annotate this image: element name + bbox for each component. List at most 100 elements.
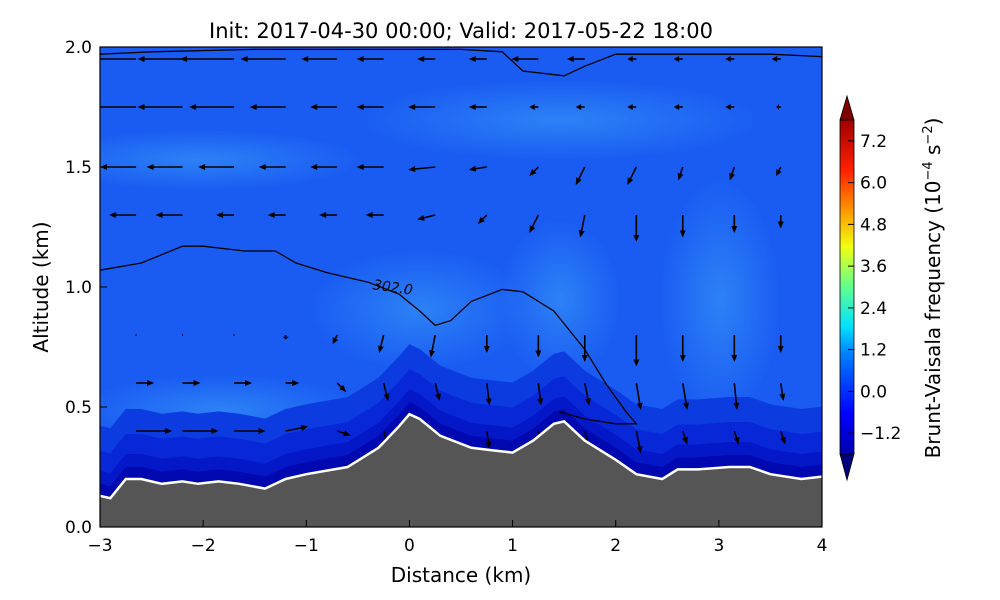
vector-shaft xyxy=(482,214,488,220)
wind-vector xyxy=(575,166,586,185)
vector-head xyxy=(408,104,416,110)
vector-shaft xyxy=(485,382,490,399)
colorbar-label-exponent: −2 xyxy=(921,125,936,144)
vector-head xyxy=(485,398,492,406)
y-axis-label: Altitude (km) xyxy=(29,221,53,352)
vector-shaft xyxy=(334,334,338,339)
colorbar-tick-label: 3.6 xyxy=(860,257,887,277)
wind-vector xyxy=(583,382,591,406)
vector-shaft xyxy=(681,430,686,439)
wind-vector xyxy=(417,214,436,221)
wind-vector xyxy=(777,335,784,353)
vector-head xyxy=(245,380,253,386)
wind-vector xyxy=(537,382,544,406)
vector-head xyxy=(627,177,634,185)
wind-vector xyxy=(408,166,436,172)
wind-vector xyxy=(731,335,738,362)
vector-shaft xyxy=(629,166,638,180)
wind-vector xyxy=(468,104,487,110)
vector-head xyxy=(300,424,309,431)
y-tick-label: 0.0 xyxy=(65,518,92,538)
wind-vector xyxy=(382,382,390,401)
vector-dot xyxy=(181,334,184,336)
wind-vector xyxy=(336,430,351,437)
wind-vector xyxy=(319,212,338,218)
wind-vector xyxy=(146,164,183,170)
vector-head xyxy=(240,56,248,62)
wind-vector xyxy=(681,382,690,410)
x-tick-label: 0 xyxy=(404,536,415,556)
wind-vector xyxy=(677,166,684,181)
vector-head xyxy=(581,355,588,362)
vector-shaft xyxy=(382,382,388,395)
wind-vector xyxy=(285,424,309,432)
wind-vector xyxy=(198,164,235,170)
vector-dot xyxy=(233,334,235,336)
vector-shaft xyxy=(679,166,684,175)
colorbar-label-text: ) xyxy=(921,118,945,126)
wind-vector xyxy=(729,166,736,181)
vector-head xyxy=(282,336,289,340)
vector-head xyxy=(356,56,364,62)
vector-head xyxy=(636,446,643,454)
vector-shaft xyxy=(285,427,302,432)
wind-vector xyxy=(109,212,137,218)
vector-head xyxy=(725,56,731,62)
vector-head xyxy=(292,380,300,386)
vector-head xyxy=(776,169,782,176)
contour-line xyxy=(100,245,638,425)
wind-vector xyxy=(155,212,183,218)
colorbar-label-text: s xyxy=(921,145,945,162)
wind-vector xyxy=(282,335,289,340)
vector-head xyxy=(633,235,640,242)
vector-head xyxy=(165,428,173,434)
wind-vector xyxy=(733,430,740,445)
wind-vector xyxy=(673,104,683,110)
vector-head xyxy=(146,164,154,170)
vector-shaft xyxy=(415,166,436,170)
wind-vector xyxy=(181,334,184,336)
wind-vector xyxy=(635,382,643,410)
vector-head xyxy=(137,104,145,110)
wind-vector xyxy=(477,214,488,224)
vector-shaft xyxy=(733,430,738,439)
wind-vector xyxy=(429,334,436,358)
vector-head xyxy=(249,104,257,110)
colorbar-extend-min xyxy=(839,453,855,482)
wind-vector xyxy=(529,104,539,110)
vector-head xyxy=(673,56,680,62)
colorbar-tick-label: 4.8 xyxy=(860,215,887,235)
wind-vector xyxy=(356,56,384,62)
vector-head xyxy=(377,345,384,353)
vector-head xyxy=(468,56,476,62)
vector-head xyxy=(777,346,784,353)
vector-head xyxy=(417,56,425,62)
vector-head xyxy=(511,56,519,62)
colorbar-label-exponent: −4 xyxy=(921,161,936,180)
vector-head xyxy=(180,56,188,62)
vector-head xyxy=(733,402,740,410)
wind-vector xyxy=(468,56,487,62)
wind-vector xyxy=(356,164,384,170)
wind-vector xyxy=(779,430,786,445)
wind-vector xyxy=(417,56,436,62)
x-tick-label: 2 xyxy=(610,536,621,556)
vector-shaft xyxy=(475,166,487,170)
wind-vector xyxy=(233,334,235,336)
vector-shaft xyxy=(580,214,586,231)
wind-vector xyxy=(408,104,436,110)
vector-head xyxy=(683,402,690,410)
vector-head xyxy=(529,104,535,110)
wind-vector xyxy=(627,56,637,62)
vector-head xyxy=(729,172,735,181)
vector-shaft xyxy=(336,430,345,435)
colorbar-tick-label: 6.0 xyxy=(860,174,887,194)
vector-head xyxy=(733,436,740,445)
vector-shaft xyxy=(537,382,542,399)
colorbar xyxy=(840,120,854,454)
x-tick-label: −2 xyxy=(191,536,216,556)
terrain-outline xyxy=(100,412,822,500)
wind-vector xyxy=(681,430,688,445)
vector-head xyxy=(584,398,591,406)
